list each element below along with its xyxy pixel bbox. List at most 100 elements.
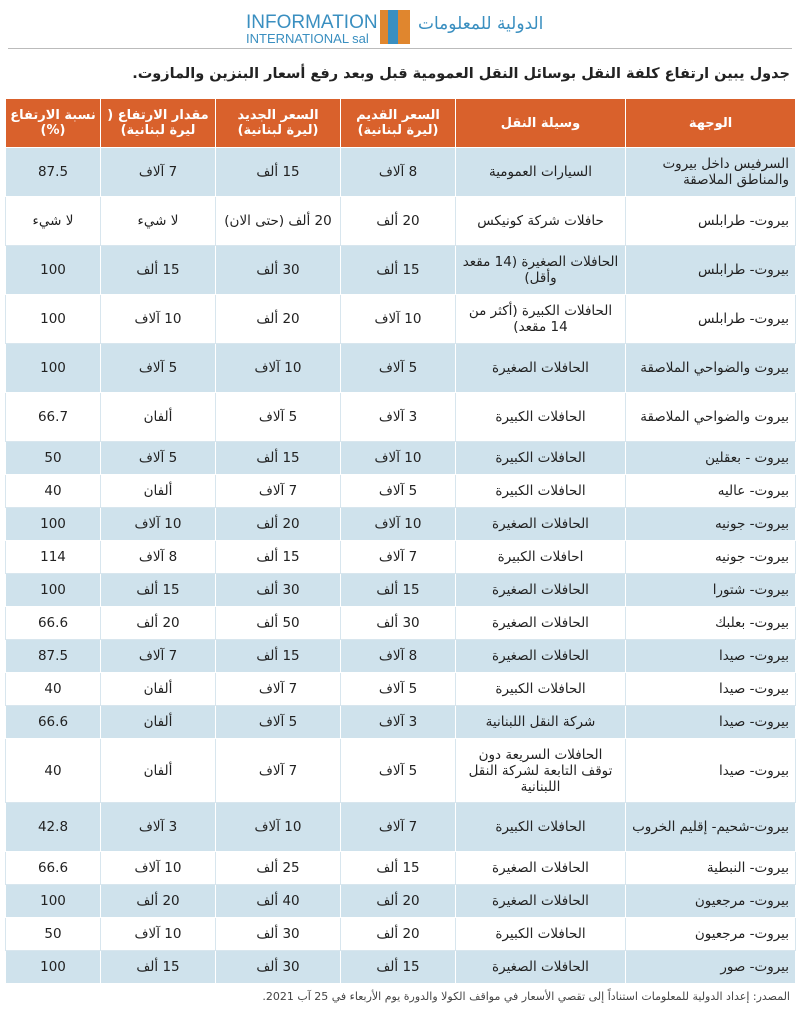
column-header: الوجهة [625, 98, 796, 148]
table-cell: 15 ألف [100, 950, 216, 984]
table-cell: شركة النقل اللبنانية [455, 705, 626, 739]
table-cell: بيروت- طرابلس [625, 196, 796, 246]
table-cell: بيروت- صيدا [625, 738, 796, 803]
table-cell: 20 ألف [100, 606, 216, 640]
table-cell: 8 آلاف [340, 147, 456, 197]
table-cell: الحافلات الصغيرة [455, 851, 626, 885]
table-body: السرفيس داخل بيروت والمناطق الملاصقة السي… [5, 147, 796, 984]
table-cell: 3 آلاف [340, 705, 456, 739]
table-cell: 100 [5, 573, 101, 607]
table-cell: 40 [5, 672, 101, 706]
table-cell: بيروت - بعقلين [625, 441, 796, 475]
table-cell: لا شيء [100, 196, 216, 246]
table-cell: 15 ألف [215, 147, 341, 197]
table-cell: 15 ألف [215, 540, 341, 574]
table-row: بيروت- مرجعيون الحافلات الصغيرة 20 ألف 40 أ… [5, 884, 796, 918]
table-row: بيروت والضواحي الملاصقة الحافلات الكبيرة 3… [5, 392, 796, 442]
table-cell: احافلات الكبيرة [455, 540, 626, 574]
table-cell: بيروت- طرابلس [625, 294, 796, 344]
table-cell: 30 ألف [340, 606, 456, 640]
column-header: نسبة الارتفاع (%) [5, 98, 101, 148]
table-cell: بيروت- جونيه [625, 507, 796, 541]
table-cell: 40 ألف [215, 884, 341, 918]
table-cell: 3 آلاف [340, 392, 456, 442]
table-cell: السيارات العمومية [455, 147, 626, 197]
table-cell: الحافلات الكبيرة [455, 917, 626, 951]
table-row: بيروت والضواحي الملاصقة الحافلات الصغيرة 5… [5, 343, 796, 393]
table-row: بيروت- مرجعيون الحافلات الكبيرة 20 ألف 30 أ… [5, 917, 796, 951]
table-cell: 7 آلاف [215, 672, 341, 706]
table-cell: 7 آلاف [215, 474, 341, 508]
table-cell: 10 آلاف [215, 802, 341, 852]
table-row: بيروت- جونيه احافلات الكبيرة 7 آلاف 15 ألف 8… [5, 540, 796, 574]
table-cell: ألفان [100, 672, 216, 706]
table-cell: 15 ألف [100, 573, 216, 607]
table-cell: الحافلات الكبيرة [455, 441, 626, 475]
header: INFORMATION INTERNATIONAL sal الدولية لل… [0, 0, 800, 50]
table-cell: الحافلات الصغيرة [455, 950, 626, 984]
table-cell: 30 ألف [215, 917, 341, 951]
table-cell: الحافلات الصغيرة [455, 606, 626, 640]
table-cell: الحافلات الصغيرة [455, 884, 626, 918]
table-row: بيروت- طرابلس الحافلات الصغيرة (14 مقعد و… [5, 245, 796, 295]
table-cell: بيروت- طرابلس [625, 245, 796, 295]
table-cell: ألفان [100, 392, 216, 442]
table-cell: 5 آلاف [340, 672, 456, 706]
table-cell: 15 ألف [340, 573, 456, 607]
table-cell: 100 [5, 343, 101, 393]
table-cell: الحافلات السريعة دون توقف التابعة لشركة … [455, 738, 626, 803]
table-cell: 7 آلاف [100, 639, 216, 673]
table-row: بيروت- صيدا شركة النقل اللبنانية 3 آلاف 5 آ… [5, 705, 796, 739]
table-cell: 50 [5, 441, 101, 475]
table-cell: بيروت-شحيم- إقليم الخروب [625, 802, 796, 852]
table-cell: بيروت- صيدا [625, 672, 796, 706]
table-cell: 5 آلاف [340, 474, 456, 508]
table-cell: بيروت- صيدا [625, 639, 796, 673]
table-cell: 8 آلاف [100, 540, 216, 574]
table-cell: بيروت والضواحي الملاصقة [625, 343, 796, 393]
table-cell: 8 آلاف [340, 639, 456, 673]
table-cell: 20 ألف [340, 884, 456, 918]
table-cell: 42.8 [5, 802, 101, 852]
table-cell: الحافلات الصغيرة [455, 343, 626, 393]
divider [8, 48, 792, 49]
table-row: بيروت- صور الحافلات الصغيرة 15 ألف 30 ألف 15… [5, 950, 796, 984]
table-cell: ألفان [100, 705, 216, 739]
table-cell: 10 آلاف [340, 441, 456, 475]
table-row: بيروت- طرابلس الحافلات الكبيرة (أكثر من 1… [5, 294, 796, 344]
brand-ar: الدولية للمعلومات [418, 14, 544, 34]
table-cell: 20 ألف [215, 507, 341, 541]
table-row: بيروت- صيدا الحافلات السريعة دون توقف الت… [5, 738, 796, 803]
table-cell: 100 [5, 245, 101, 295]
table-cell: 100 [5, 950, 101, 984]
table-cell: بيروت- النبطية [625, 851, 796, 885]
title: جدول يبين ارتفاع كلفة النقل بوسائل النقل… [132, 66, 790, 82]
table-cell: 100 [5, 507, 101, 541]
table-cell: 10 آلاف [100, 294, 216, 344]
source-note: المصدر: إعداد الدولية للمعلومات استناداً… [262, 990, 790, 1003]
table-cell: 66.6 [5, 705, 101, 739]
header-row: الوجهة وسيلة النقل السعر القديم (ليرة لبنا… [5, 98, 796, 148]
table-cell: 20 ألف [100, 884, 216, 918]
table-cell: بيروت- صور [625, 950, 796, 984]
table-cell: 10 آلاف [100, 851, 216, 885]
table-cell: 100 [5, 294, 101, 344]
table-row: بيروت-شحيم- إقليم الخروب الحافلات الكبيرة… [5, 802, 796, 852]
column-header: وسيلة النقل [455, 98, 626, 148]
table-cell: السرفيس داخل بيروت والمناطق الملاصقة [625, 147, 796, 197]
table-cell: 15 ألف [215, 441, 341, 475]
table-cell: 15 ألف [340, 950, 456, 984]
table-cell: بيروت- مرجعيون [625, 917, 796, 951]
column-header: السعر القديم (ليرة لبنانية) [340, 98, 456, 148]
table-cell: الحافلات الصغيرة [455, 573, 626, 607]
table-cell: بيروت- بعلبك [625, 606, 796, 640]
table-cell: 5 آلاف [340, 343, 456, 393]
table-cell: 20 ألف [340, 917, 456, 951]
table-cell: 7 آلاف [340, 540, 456, 574]
table-cell: 50 [5, 917, 101, 951]
table-cell: 66.6 [5, 851, 101, 885]
column-header: مقدار الارتفاع ( ليرة لبنانية) [100, 98, 216, 148]
table-cell: لا شيء [5, 196, 101, 246]
table-cell: بيروت والضواحي الملاصقة [625, 392, 796, 442]
